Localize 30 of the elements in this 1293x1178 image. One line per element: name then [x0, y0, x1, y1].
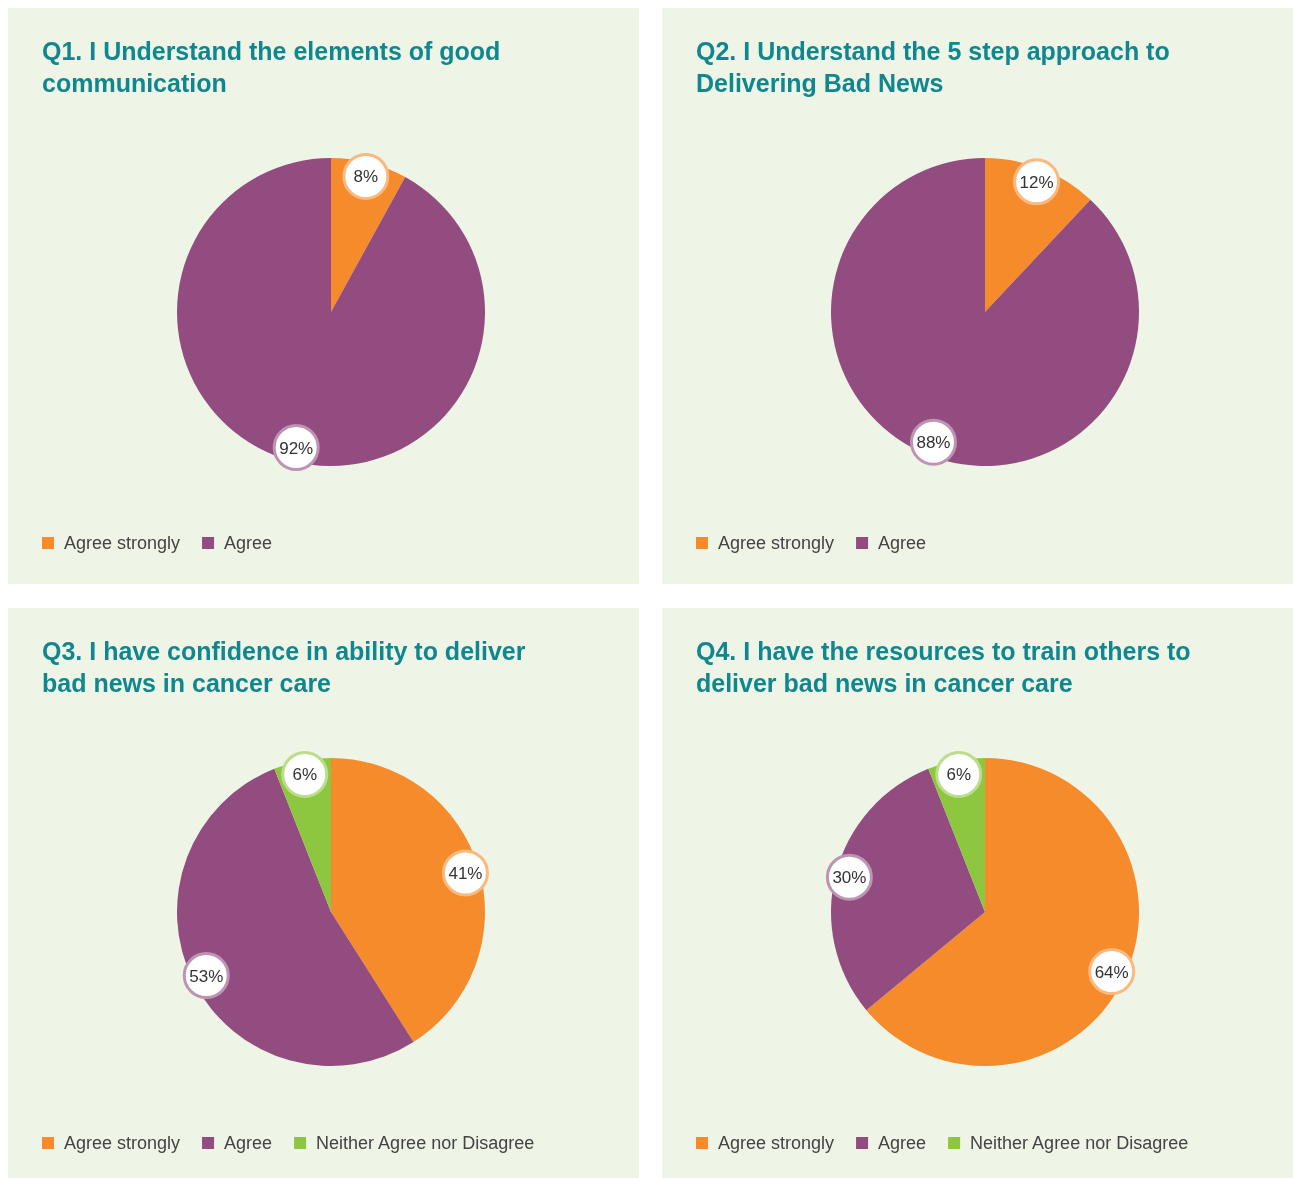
- legend-label: Agree strongly: [718, 533, 835, 553]
- chart-title: Q4. I have the resources to train others to deliver bad news in cancer care: [696, 637, 1191, 697]
- legend-label: Agree strongly: [64, 533, 181, 553]
- data-label: 12%: [1019, 172, 1054, 192]
- chart-title: Q3. I have confidence in ability to deliver bad news in cancer care: [42, 637, 526, 697]
- legend-label: Agree strongly: [64, 1133, 181, 1153]
- pie-slice: [831, 158, 1139, 466]
- legend-label: Agree: [878, 1133, 927, 1153]
- data-label: 64%: [1094, 962, 1129, 982]
- data-label: 53%: [189, 966, 224, 986]
- data-label: 6%: [946, 765, 972, 785]
- chart-title: Q1. I Understand the elements of good communication: [42, 37, 501, 97]
- legend-label: Agree: [224, 1133, 273, 1153]
- pie-slice: [331, 758, 485, 1043]
- pie-slice: [831, 768, 985, 1011]
- data-label: 8%: [353, 167, 379, 187]
- pie-slice: [177, 158, 485, 466]
- legend-label: Agree: [878, 533, 927, 553]
- chart-title: Q2. I Understand the 5 step approach to Delivering Bad News: [696, 37, 1170, 97]
- data-label: 92%: [279, 438, 314, 458]
- data-label: 41%: [448, 863, 483, 883]
- legend-label: Neither Agree nor Disagree: [316, 1133, 535, 1153]
- pie-slice: [177, 768, 414, 1066]
- pie-slice: [866, 758, 1139, 1066]
- legend-label: Agree strongly: [718, 1133, 835, 1153]
- legend-label: Neither Agree nor Disagree: [970, 1133, 1189, 1153]
- legend-label: Agree: [224, 533, 273, 553]
- data-label: 30%: [832, 868, 867, 888]
- data-label: 6%: [292, 765, 318, 785]
- data-label: 88%: [916, 433, 951, 453]
